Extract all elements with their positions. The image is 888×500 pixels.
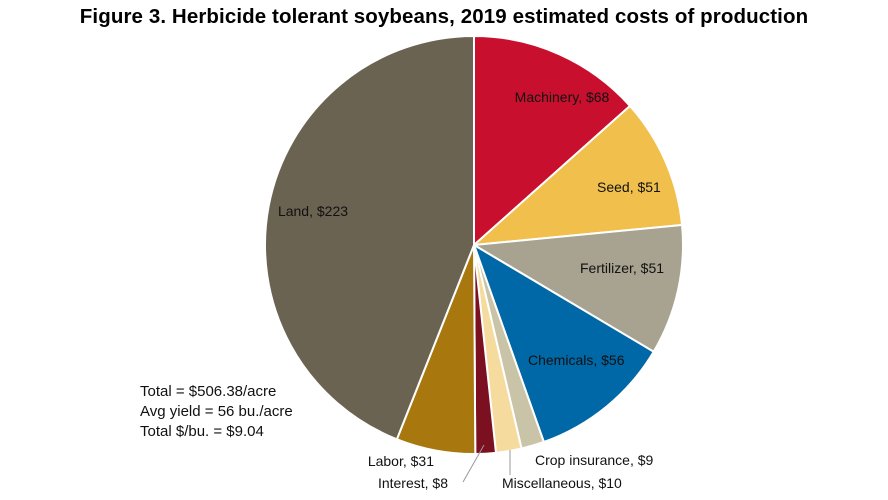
label-land: Land, $223 bbox=[278, 203, 348, 219]
label-crop-insurance: Crop insurance, $9 bbox=[535, 452, 654, 468]
annotation-yield: Avg yield = 56 bu./acre bbox=[140, 403, 293, 420]
slice-seed bbox=[471, 104, 684, 247]
annotation-per-bushel: Total $/bu. = $9.04 bbox=[140, 423, 264, 440]
annotation-total: Total = $506.38/acre bbox=[140, 383, 277, 400]
slice-chemicals bbox=[472, 242, 656, 444]
slice-land bbox=[264, 34, 475, 441]
leader-line-interest bbox=[462, 444, 485, 483]
label-labor: Labor, $31 bbox=[368, 453, 434, 469]
chart-title: Figure 3. Herbicide tolerant soybeans, 2… bbox=[79, 5, 809, 28]
label-miscellaneous: Miscellaneous, $10 bbox=[502, 475, 622, 491]
slice-fertilizer bbox=[470, 223, 684, 354]
slice-machinery bbox=[473, 34, 632, 248]
label-interest: Interest, $8 bbox=[378, 475, 448, 491]
label-machinery: Machinery, $68 bbox=[515, 89, 610, 105]
label-fertilizer: Fertilizer, $51 bbox=[580, 260, 664, 276]
label-seed: Seed, $51 bbox=[597, 179, 661, 195]
label-chemicals: Chemicals, $56 bbox=[528, 352, 625, 368]
